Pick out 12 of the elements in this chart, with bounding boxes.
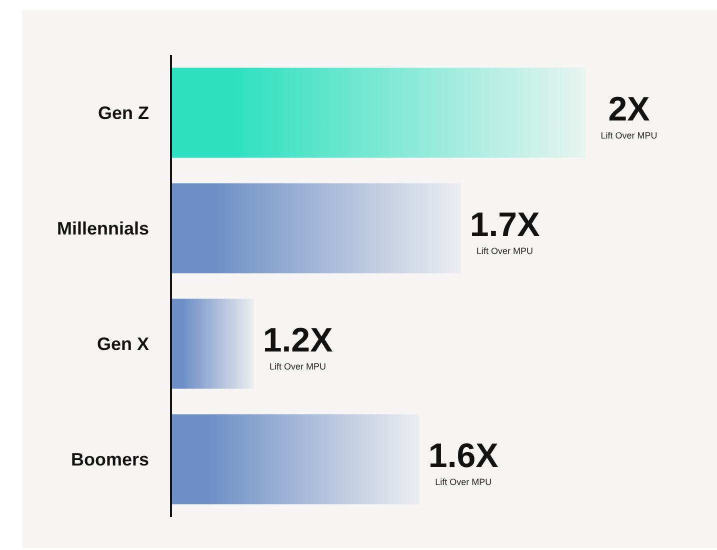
y-tick-label: Gen Z [98, 103, 149, 124]
annotation: Lift Over MPU [435, 477, 492, 488]
data-label: 1.6X [428, 437, 499, 476]
y-tick-label: Gen X [96, 334, 149, 354]
y-tick-label: Millennials [56, 218, 149, 239]
data-label: 1.2X [262, 322, 334, 360]
annotation: Lift Over MPU [270, 362, 326, 372]
data-label: 1.7X [470, 206, 540, 244]
text: Lift Over MPU [600, 130, 658, 141]
y-tick-label: Boomers [70, 450, 149, 470]
annotation: Lift Over MPU [476, 246, 534, 256]
data-label: 2X [608, 90, 650, 129]
